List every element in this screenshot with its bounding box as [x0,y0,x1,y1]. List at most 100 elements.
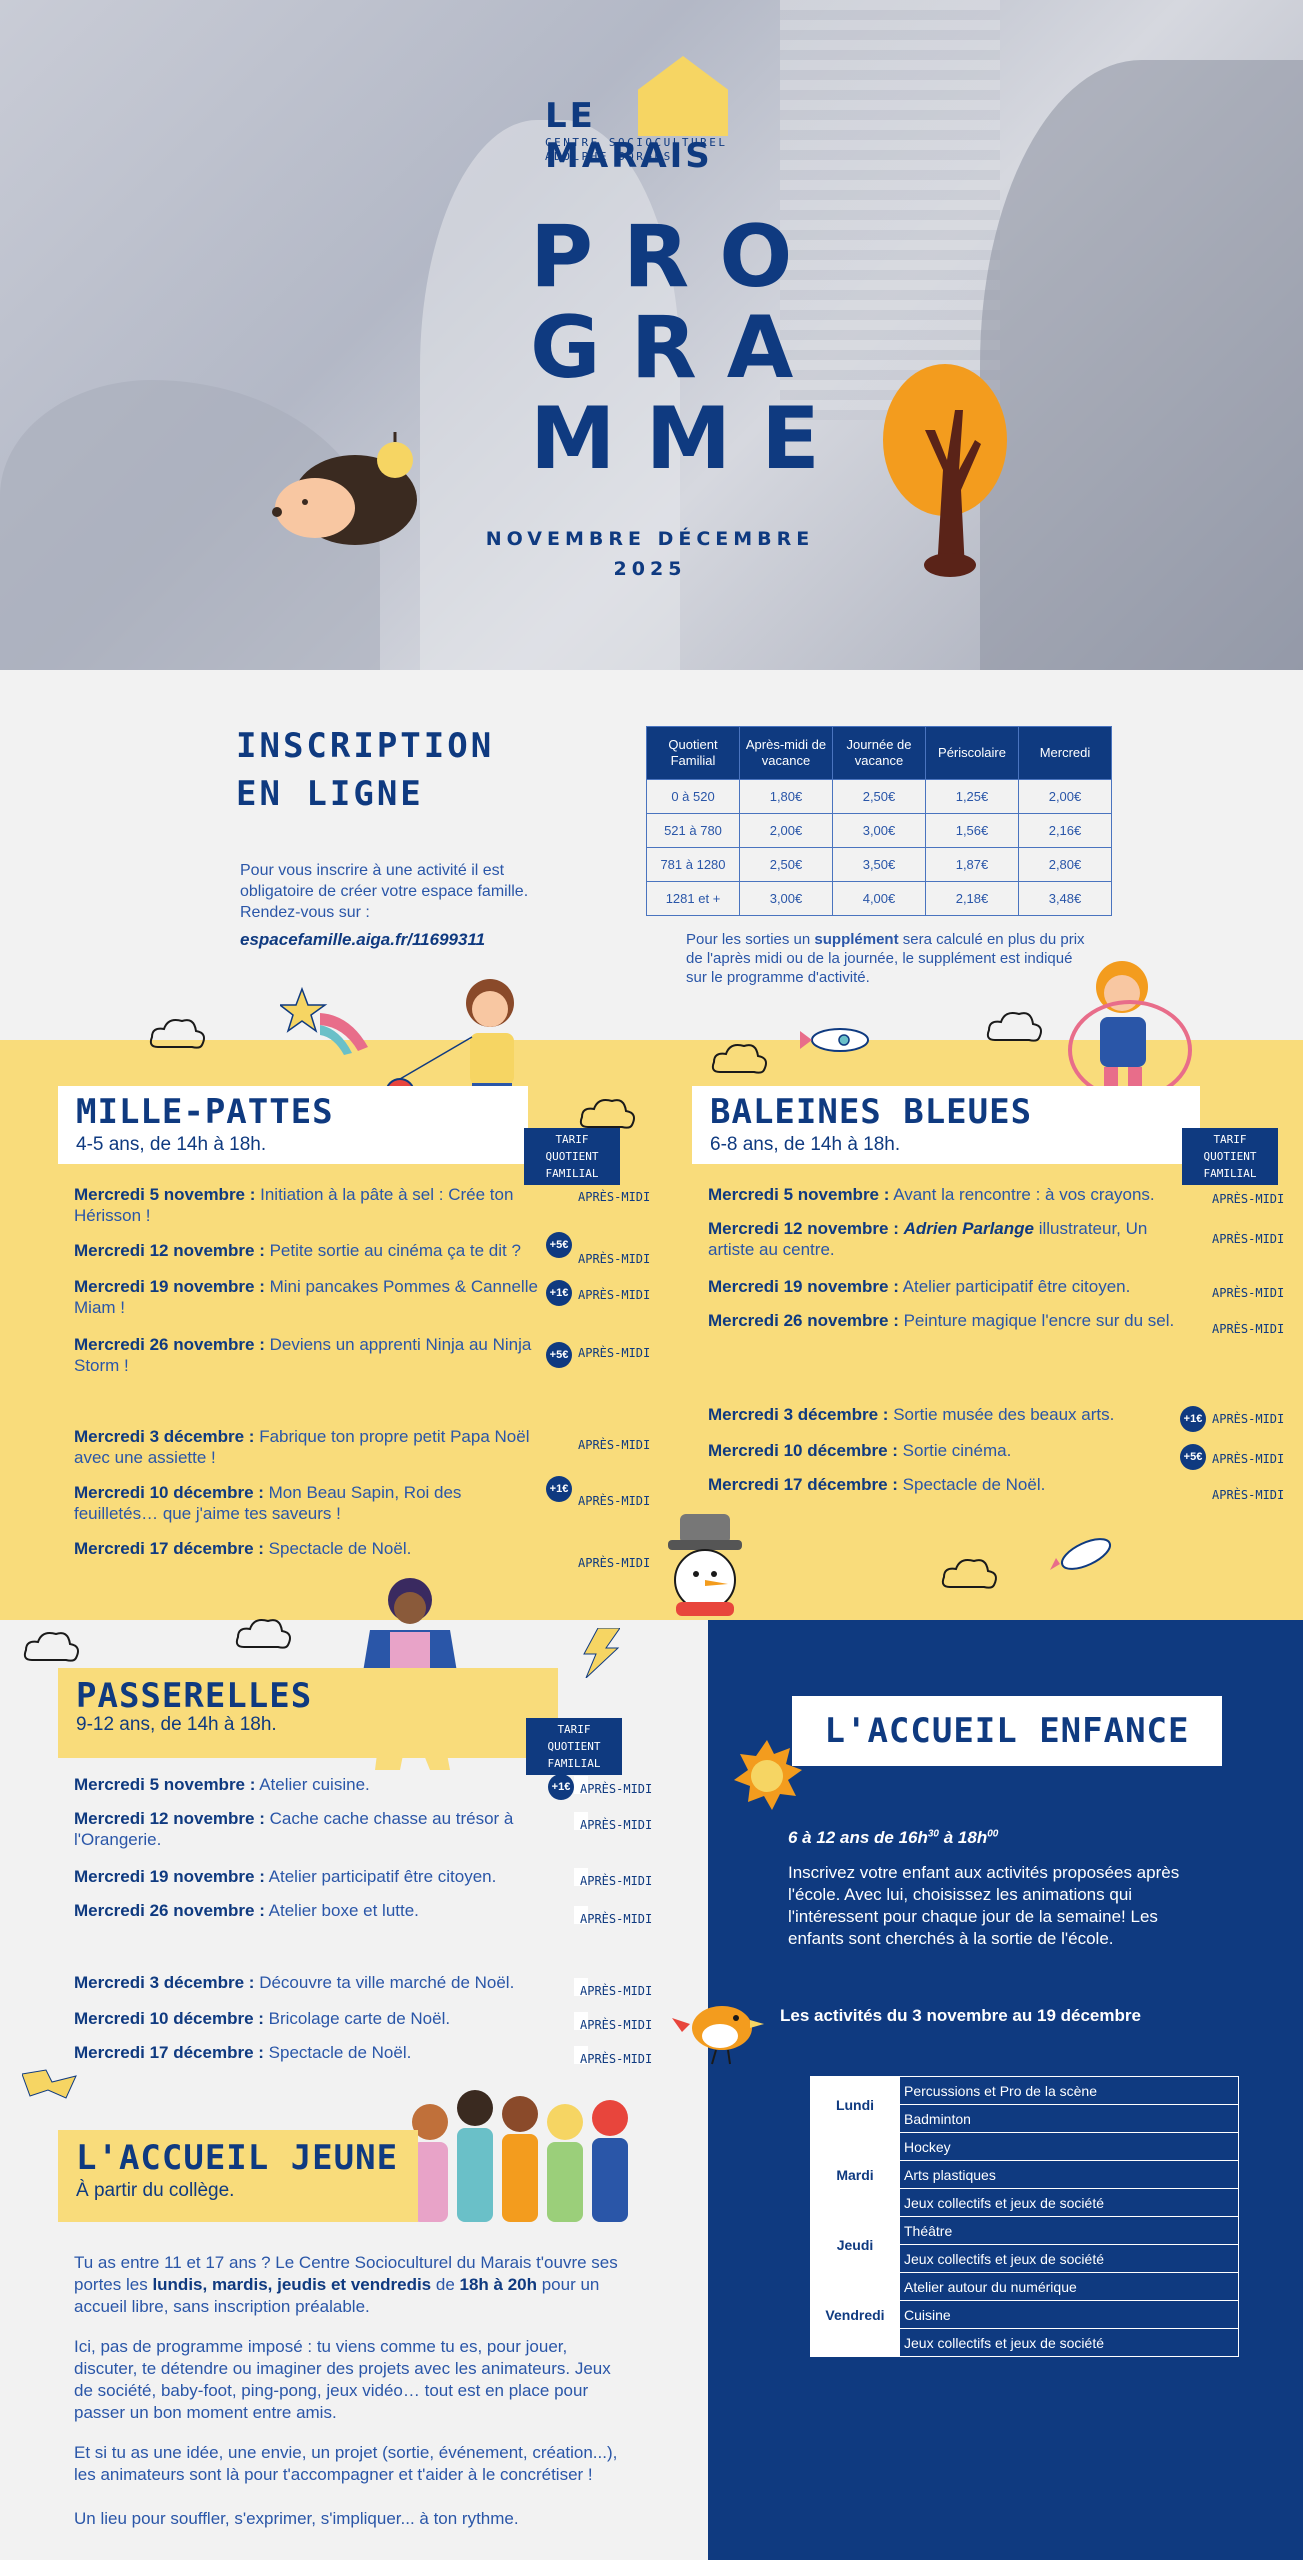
program-period: NOVEMBRE DÉCEMBRE 2025 [460,524,840,584]
supplement-badge: +5€ [546,1342,572,1368]
title-line-2: GRA [530,298,824,398]
activity-date: Mercredi 17 décembre : [708,1475,898,1494]
passerelles-title: PASSERELLES [76,1676,313,1716]
title-line-3: MME [530,389,850,489]
mille-pattes-title: MILLE-PATTES [76,1092,334,1132]
activity-text: Atelier participatif être citoyen. [264,1867,497,1886]
baleines-subtitle: 6-8 ans, de 14h à 18h. [710,1134,901,1155]
activity-artist: Adrien Parlange [903,1219,1034,1238]
apres-midi-tag: APRÈS-MIDI [573,1812,653,1832]
quotient-table: Quotient Familial Après-midi de vacance … [646,726,1112,916]
sun-icon [734,1740,802,1810]
inscription-title: INSCRIPTION EN LIGNE [236,722,494,818]
list-item: Mercredi 19 novembre : Atelier participa… [74,1866,554,1887]
activity-date: Mercredi 26 novembre : [74,1901,265,1920]
activity-text: Peinture magique l'encre sur du sel. [898,1311,1175,1330]
list-item: Mercredi 3 décembre : Découvre ta ville … [74,1972,554,1993]
activity-text: illustrateur, Un artiste au centre. [708,1219,1148,1259]
logo-subtitle: CENTRE SOCIOCULTUREL ADOLPHE SORGUS [545,136,765,164]
activity-text: Mini pancakes Pommes & Cannelle Miam ! [74,1277,538,1317]
tarif-badge-line2: FAMILIAL [1203,1167,1257,1180]
baleines-title: BALEINES BLEUES [710,1092,1033,1132]
cloud-icon [941,1559,997,1589]
activity-text: Spectacle de Noël. [263,2043,412,2062]
activity-text: Sortie cinéma. [897,1441,1012,1460]
tarif-badge: TARIF QUOTIENT FAMILIAL [1182,1128,1278,1185]
accueil-enfance-text: Inscrivez votre enfant aux activités pro… [788,1863,1180,1948]
snowman-illustration [668,1514,742,1616]
table-cell: 781 à 1280 [646,847,740,882]
autumn-tree-illustration [883,364,1007,577]
hours-end: 18h [957,1828,988,1847]
table-cell: 4,00€ [832,881,926,916]
activity-cell: Atelier autour du numérique [899,2272,1239,2301]
activity-cell: Jeux collectifs et jeux de société [899,2188,1239,2217]
list-item: Mercredi 26 novembre : Atelier boxe et l… [74,1900,554,1921]
list-item: Mercredi 19 novembre : Mini pancakes Pom… [74,1276,544,1318]
supplement-badge: +1€ [546,1476,572,1502]
activity-text: Avant la rencontre : à vos crayons. [889,1185,1155,1204]
activity-text: Bricolage carte de Noël. [263,2009,451,2028]
table-row: Vendredi Atelier autour du numérique [810,2272,1239,2357]
apres-midi-tag: APRÈS-MIDI [573,1776,653,1796]
activity-date: Mercredi 10 décembre : [74,2009,264,2028]
list-item: Mercredi 26 novembre : Deviens un appren… [74,1334,544,1376]
table-row: Mardi Hockey [810,2132,1239,2217]
list-item: Mercredi 10 décembre : Sortie cinéma. [708,1440,1188,1461]
activity-date: Mercredi 12 novembre : [74,1241,265,1260]
activity-cell: Percussions et Pro de la scène [899,2076,1239,2105]
day-label: Jeudi [810,2216,900,2273]
p1-text: Tu as entre 11 et 17 ans ? Le Centre Soc… [74,2253,618,2294]
table-cell: 521 à 780 [646,813,740,848]
passerelles-header-band [58,1668,558,1758]
activity-date: Mercredi 5 novembre : [74,1775,256,1794]
apres-midi-tag: APRÈS-MIDI [573,1978,653,1998]
activity-cell: Jeux collectifs et jeux de société [899,2328,1239,2357]
p1-hours: 18h à 20h [459,2275,538,2294]
activities-table: Lundi Percussions et Pro de la scène Badm… [810,2076,1239,2357]
activity-date: Mercredi 19 novembre : [708,1277,899,1296]
accueil-jeune-paragraph-4: Un lieu pour souffler, s'exprimer, s'imp… [74,2509,519,2528]
logo-sub-line1: CENTRE SOCIOCULTUREL [545,136,728,149]
activity-date: Mercredi 3 décembre : [74,1427,255,1446]
activity-text: Spectacle de Noël. [263,1539,412,1558]
activity-text: Découvre ta ville marché de Noël. [254,1973,515,1992]
activity-date: Mercredi 26 novembre : [74,1335,265,1354]
supplement-badge: +1€ [546,1280,572,1306]
list-item: Mercredi 17 décembre : Spectacle de Noël… [74,1538,544,1559]
accueil-jeune-title: L'ACCUEIL JEUNE [76,2138,399,2178]
table-row: 781 à 1280 2,50€ 3,50€ 1,87€ 2,80€ [646,847,1112,882]
table-row: Badminton [811,2104,1239,2133]
lightning-icon [22,2069,77,2099]
table-row: Jeudi Théâtre [810,2216,1239,2273]
apres-midi-tag: APRÈS-MIDI [1205,1406,1285,1426]
apres-midi-tag: APRÈS-MIDI [573,2046,653,2066]
supplement-badge: +1€ [1180,1406,1206,1432]
activity-text: Cache cache chasse au trésor à l'Oranger… [74,1809,514,1849]
inscription-text: Pour vous inscrire à une activité il est… [240,862,529,921]
activity-date: Mercredi 3 décembre : [708,1405,889,1424]
col-header: Périscolaire [925,726,1019,780]
activity-text: Petite sortie au cinéma ça te dit ? [264,1241,521,1260]
activity-date: Mercredi 12 novembre : [708,1219,899,1238]
cloud-icon [23,1632,79,1662]
activity-date: Mercredi 3 décembre : [74,1973,255,1992]
col-header: Journée de vacance [832,726,926,780]
activity-date: Mercredi 5 novembre : [708,1185,890,1204]
table-cell: 1281 et + [646,881,740,916]
supplement-badge: +5€ [546,1232,572,1258]
col-header: Quotient Familial [646,726,740,780]
activity-cell: Arts plastiques [899,2160,1239,2189]
list-item: Mercredi 19 novembre : Atelier participa… [708,1276,1188,1297]
list-item: Mercredi 10 décembre : Mon Beau Sapin, R… [74,1482,514,1524]
table-row: Cuisine [811,2300,1239,2329]
activity-text: Atelier participatif être citoyen. [898,1277,1131,1296]
inscription-link[interactable]: espacefamille.aiga.fr/11699311 [240,930,486,949]
activity-cell: Cuisine [899,2300,1239,2329]
hedgehog-illustration [272,432,417,545]
cloud-icon [711,1044,767,1074]
activity-date: Mercredi 26 novembre : [708,1311,899,1330]
activity-cell: Jeux collectifs et jeux de société [899,2244,1239,2273]
p1-text: pour un accueil libre, sans inscription … [74,2275,600,2316]
activity-text: Sortie musée des beaux arts. [888,1405,1115,1424]
